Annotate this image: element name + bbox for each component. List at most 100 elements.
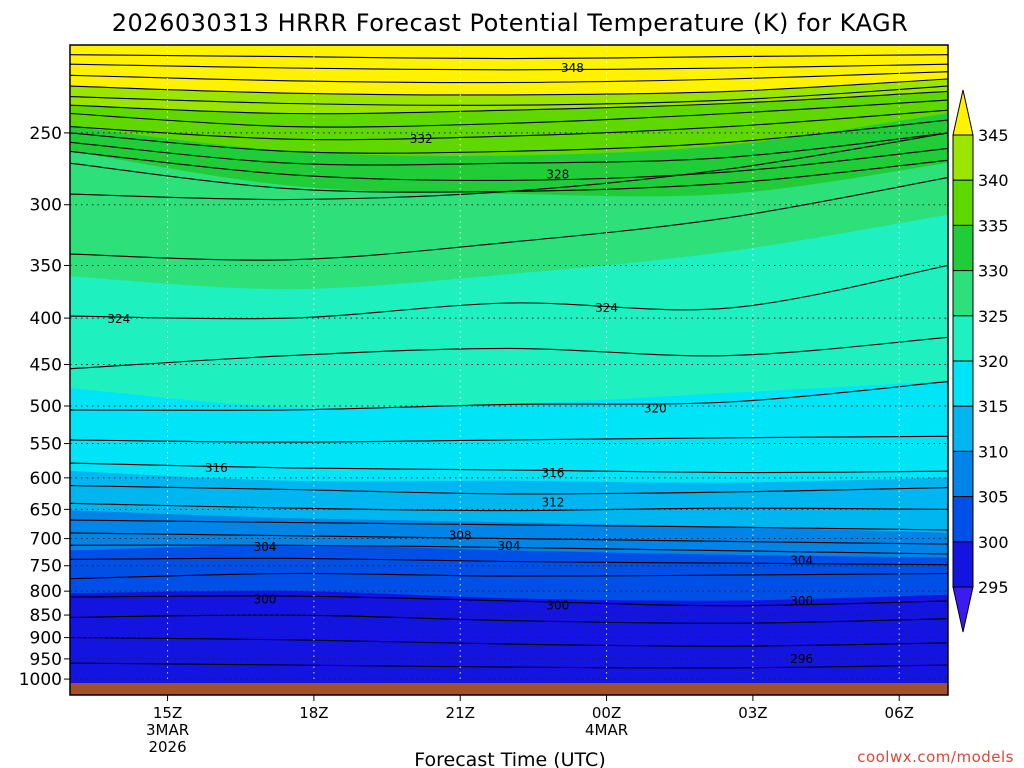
colorbar-bin-295 <box>952 541 974 588</box>
y-tick-label-600: 600 <box>30 469 62 489</box>
y-tick-label-650: 650 <box>30 500 62 520</box>
contour-line-13 <box>70 177 948 261</box>
colorbar-label-295: 295 <box>978 578 1009 597</box>
contour-label-5: 320 <box>644 401 667 415</box>
contour-line-0 <box>70 54 948 60</box>
colorbar-bin-310 <box>952 405 974 452</box>
colorbar-label-315: 315 <box>978 397 1009 416</box>
contour-line-28 <box>70 637 948 647</box>
plot-frame <box>69 44 949 696</box>
contour-label-12: 304 <box>790 553 813 567</box>
contour-line-3 <box>70 78 948 96</box>
contour-label-14: 300 <box>546 599 569 613</box>
plot-fills <box>70 45 948 683</box>
y-tick-label-250: 250 <box>30 124 62 144</box>
colorbar-over-arrow <box>952 89 974 136</box>
contour-label-8: 312 <box>541 496 564 510</box>
contour-line-26 <box>70 595 948 607</box>
contour-line-22 <box>70 532 948 545</box>
colorbar-bin-325 <box>952 270 974 317</box>
x-tick-label-30-0: 06Z <box>885 704 914 722</box>
y-tick-label-300: 300 <box>30 196 62 216</box>
contour-line-24 <box>70 557 948 566</box>
contour-label-7: 316 <box>541 466 564 480</box>
chart-title: 2026030313 HRRR Forecast Potential Tempe… <box>112 9 908 37</box>
y-tick-label-950: 950 <box>30 650 62 670</box>
contour-line-10 <box>70 147 948 182</box>
contour-labels: 348 332 328 324 324 320 316 316 312 308 304 304 304 3… <box>107 61 813 666</box>
contour-line-21 <box>70 519 948 531</box>
colorbar-bin-305 <box>952 450 974 498</box>
contour-line-4 <box>70 85 948 106</box>
colorbar-label-345: 345 <box>978 126 1009 145</box>
terrain-strip <box>70 683 948 695</box>
contour-label-4: 324 <box>595 301 618 315</box>
colorbar-label-330: 330 <box>978 262 1009 281</box>
y-tick-label-850: 850 <box>30 606 62 626</box>
colorbar-label-310: 310 <box>978 442 1009 461</box>
contour-line-15 <box>70 336 948 370</box>
contour-line-7 <box>70 109 948 141</box>
contour-label-1: 332 <box>410 132 433 146</box>
contour-line-23 <box>70 544 948 555</box>
x-tick-label-15-1: 3MAR <box>146 721 189 739</box>
contour-label-6: 316 <box>205 461 228 475</box>
fill-group <box>70 45 948 683</box>
colorbar-bin-300 <box>952 496 974 543</box>
contour-line-2 <box>70 71 948 84</box>
contour-label-2: 328 <box>546 168 569 182</box>
colorbar-label-320: 320 <box>978 352 1009 371</box>
contour-line-5 <box>70 90 948 115</box>
y-tick-label-800: 800 <box>30 582 62 602</box>
contour-line-19 <box>70 485 948 495</box>
x-tick-label-24-0: 00Z <box>592 704 621 722</box>
contour-group <box>70 54 948 669</box>
contour-label-16: 296 <box>790 652 813 666</box>
y-tick-label-550: 550 <box>30 435 62 455</box>
contour-label-11: 304 <box>498 539 521 553</box>
contour-label-10: 304 <box>254 540 277 554</box>
colorbar-bin-330 <box>952 224 974 272</box>
contour-line-25 <box>70 572 948 580</box>
contour-line-20 <box>70 502 948 512</box>
colorbar-label-325: 325 <box>978 307 1009 326</box>
x-tick-label-15-2: 2026 <box>148 738 186 756</box>
colorbar-label-300: 300 <box>978 533 1009 552</box>
y-tick-label-900: 900 <box>30 629 62 649</box>
contour-line-14 <box>70 264 948 320</box>
colorbar-label-340: 340 <box>978 171 1009 190</box>
x-axis-label: Forecast Time (UTC) <box>414 749 605 768</box>
y-tick-label-350: 350 <box>30 256 62 276</box>
contour-label-0: 348 <box>561 61 584 75</box>
contour-line-12 <box>70 132 948 201</box>
x-tick-label-21-0: 21Z <box>446 704 475 722</box>
y-tick-label-450: 450 <box>30 355 62 375</box>
contour-line-1 <box>70 63 948 71</box>
y-tick-label-400: 400 <box>30 309 62 329</box>
contour-line-18 <box>70 462 948 474</box>
y-tick-label-1000: 1000 <box>19 670 62 690</box>
colorbar: 345 340 335 330 325 320 315 310 305 300 295 <box>952 89 1009 633</box>
y-axis: 250 300 350 400 450 500 550 600 650 700 750 800 850 9… <box>19 124 70 690</box>
colorbar-bin-340 <box>952 134 974 181</box>
plot-contours <box>70 54 948 669</box>
x-tick-label-27-0: 03Z <box>738 704 767 722</box>
plot-grid <box>70 45 948 683</box>
colorbar-label-335: 335 <box>978 216 1009 235</box>
y-tick-label-750: 750 <box>30 557 62 577</box>
y-tick-label-500: 500 <box>30 397 62 417</box>
x-tick-label-18-0: 18Z <box>299 704 328 722</box>
x-tick-label-24-1: 4MAR <box>585 721 628 739</box>
colorbar-under-arrow <box>952 586 974 633</box>
contour-line-9 <box>70 132 948 166</box>
y-tick-label-700: 700 <box>30 530 62 550</box>
contour-label-15: 300 <box>790 594 813 608</box>
colorbar-bin-335 <box>952 179 974 226</box>
contour-label-3: 324 <box>107 312 130 326</box>
contour-line-8 <box>70 119 948 154</box>
contour-label-13: 300 <box>254 592 277 606</box>
contour-label-9: 308 <box>449 529 472 543</box>
colorbar-bin-315 <box>952 360 974 407</box>
